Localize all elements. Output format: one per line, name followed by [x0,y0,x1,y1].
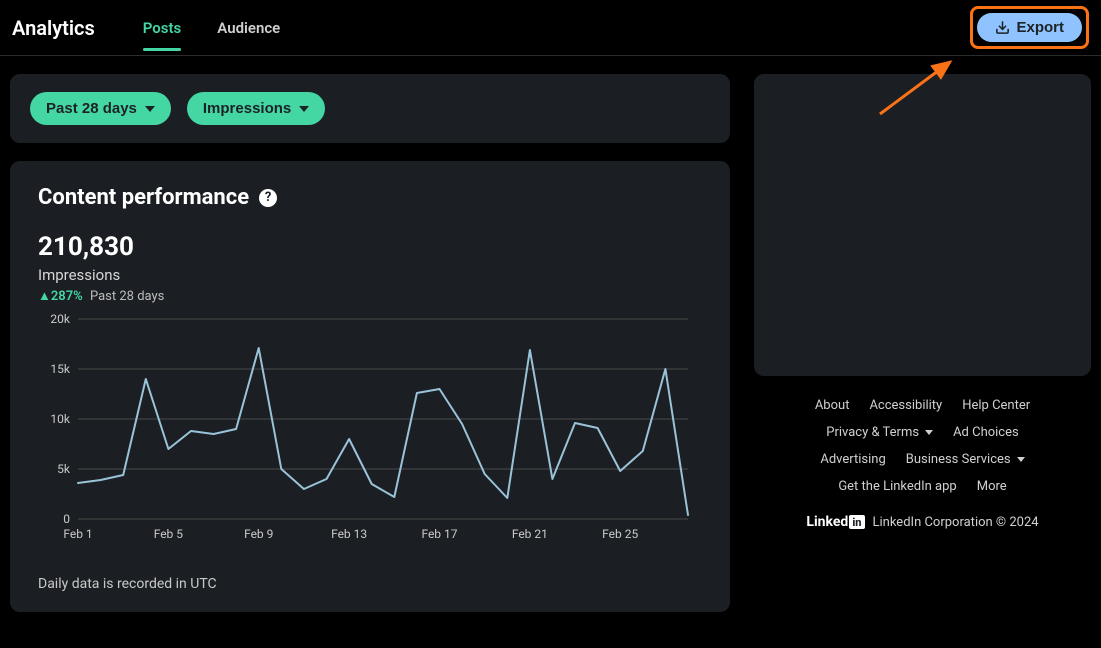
content-performance-card: Content performance ? 210,830 Impression… [10,161,730,612]
footer-row-2: Privacy & Terms Ad Choices [826,425,1018,440]
date-range-label: Past 28 days [46,100,137,117]
svg-text:20k: 20k [50,314,70,326]
brand-text: Linked [806,514,848,530]
svg-text:5k: 5k [57,462,71,476]
footer-link-label: Business Services [906,452,1011,467]
date-range-pill[interactable]: Past 28 days [30,92,171,125]
header-bar: Analytics Posts Audience Export [0,0,1101,56]
linkedin-logo: Linkedin [806,514,864,530]
metric-label: Impressions [38,266,702,284]
footer-link-adchoices[interactable]: Ad Choices [953,425,1019,440]
linkedin-in-icon: in [849,515,864,529]
svg-text:Feb 5: Feb 5 [154,527,184,541]
footer-link-advertising[interactable]: Advertising [820,452,885,467]
sidebar-ad-placeholder [754,74,1091,376]
change-percent: 287% [51,289,83,304]
page-title: Analytics [12,16,95,40]
footer-link-help[interactable]: Help Center [962,398,1030,413]
footer-link-more[interactable]: More [977,479,1007,494]
section-title: Content performance [38,185,249,210]
svg-text:Feb 25: Feb 25 [602,527,638,541]
footer-links: About Accessibility Help Center Privacy … [754,398,1091,530]
svg-text:0: 0 [63,512,70,526]
svg-text:Feb 21: Feb 21 [512,527,548,541]
chevron-down-icon [1017,457,1025,462]
tab-posts[interactable]: Posts [143,0,181,55]
footer-link-business[interactable]: Business Services [906,452,1025,467]
svg-text:Feb 1: Feb 1 [63,527,92,541]
footer-link-accessibility[interactable]: Accessibility [869,398,942,413]
copyright-text: LinkedIn Corporation © 2024 [873,515,1039,530]
metric-pill-label: Impressions [203,100,291,117]
footer-link-getapp[interactable]: Get the LinkedIn app [838,479,956,494]
footer-link-label: Privacy & Terms [826,425,919,440]
footer-row-1: About Accessibility Help Center [815,398,1030,413]
footer-link-privacy[interactable]: Privacy & Terms [826,425,933,440]
change-arrow-icon: ▲ [38,289,51,304]
help-icon[interactable]: ? [259,189,277,207]
svg-text:Feb 13: Feb 13 [331,527,367,541]
footer-row-3: Advertising Business Services [820,452,1024,467]
section-title-row: Content performance ? [38,185,702,210]
chevron-down-icon [145,106,155,112]
footer-link-about[interactable]: About [815,398,850,413]
metric-change: ▲287% Past 28 days [38,288,702,304]
chevron-down-icon [299,106,309,112]
chevron-down-icon [925,430,933,435]
svg-text:15k: 15k [50,362,70,376]
metric-pill[interactable]: Impressions [187,92,325,125]
export-button[interactable]: Export [977,13,1082,42]
export-highlight-box: Export [970,6,1089,49]
change-period: Past 28 days [90,289,164,304]
body: Past 28 days Impressions Content perform… [0,56,1101,622]
filters-card: Past 28 days Impressions [10,74,730,143]
right-column: About Accessibility Help Center Privacy … [754,74,1091,612]
line-chart: 0 5k 10k 15k 20k Feb 1 Feb 5 Feb 9 Feb 13 Feb 17 F… [38,314,702,548]
footer-row-4: Get the LinkedIn app More [838,479,1006,494]
left-column: Past 28 days Impressions Content perform… [10,74,730,612]
metric-total: 210,830 [38,232,702,262]
svg-text:10k: 10k [50,412,70,426]
svg-text:Feb 9: Feb 9 [244,527,273,541]
chart-footnote: Daily data is recorded in UTC [38,576,702,592]
svg-text:Feb 17: Feb 17 [421,527,457,541]
export-label: Export [1016,19,1064,36]
tab-audience[interactable]: Audience [217,0,280,55]
download-icon [995,20,1010,35]
tabs: Posts Audience [143,0,280,55]
footer-brand: Linkedin LinkedIn Corporation © 2024 [806,514,1038,530]
